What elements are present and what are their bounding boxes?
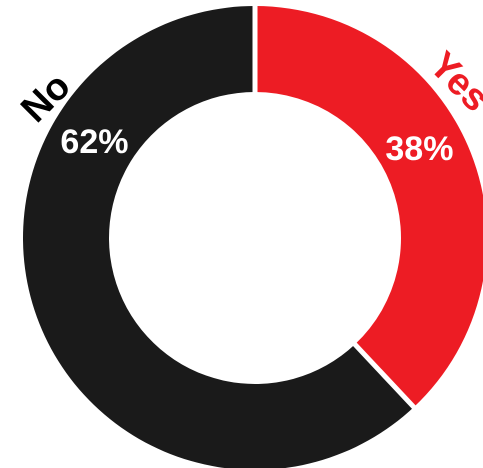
value-label-yes: 38% bbox=[385, 130, 453, 168]
slice-separator bbox=[351, 341, 419, 412]
slice-no bbox=[23, 6, 414, 468]
slice-yes bbox=[255, 6, 483, 408]
value-label-no: 62% bbox=[60, 123, 128, 161]
